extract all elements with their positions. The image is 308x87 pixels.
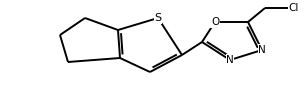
Text: N: N — [258, 45, 266, 55]
Text: O: O — [211, 17, 219, 27]
Text: Cl: Cl — [289, 3, 299, 13]
Text: S: S — [154, 13, 162, 23]
Text: N: N — [226, 55, 234, 65]
